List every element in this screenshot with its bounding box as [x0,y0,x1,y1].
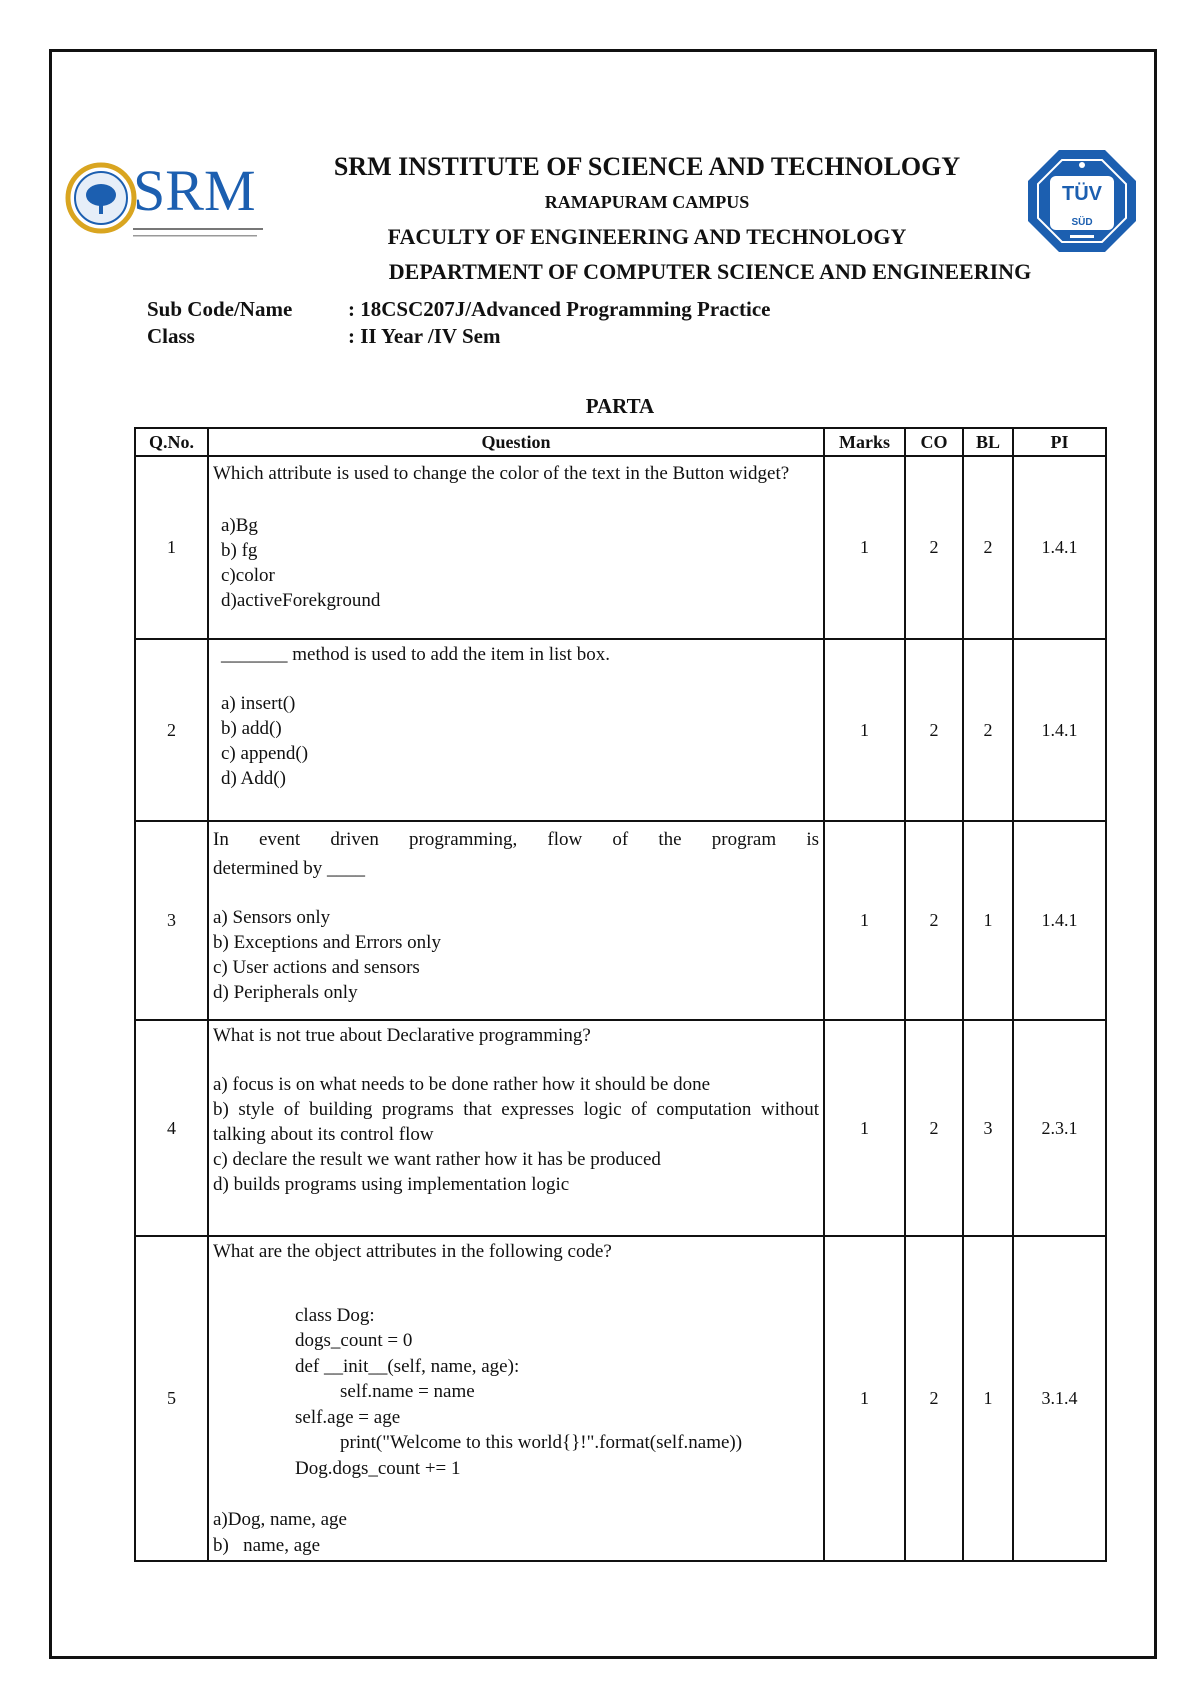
header-bl: BL [962,427,1014,457]
header-question: Question [207,427,825,457]
bl-cell: 1 [962,820,1014,1021]
code-line: self.name = name [340,1381,475,1402]
option: b) style of building programs that expre… [213,1099,819,1145]
qno-cell: 3 [134,820,209,1021]
table-header-row: Q.No. Question Marks CO BL PI [134,427,1107,457]
question-stem-cont: determined by ____ [213,858,365,879]
page-border [49,49,1157,1659]
svg-text:TÜV: TÜV [1062,182,1103,205]
campus-name: RAMAPURAM CAMPUS [544,192,750,212]
header-qno: Q.No. [134,427,209,457]
code-line: self.age = age [295,1406,401,1428]
option: a) Sensors only [213,907,331,928]
option: b) fg [221,540,258,561]
option: d) Add() [221,768,286,789]
faculty-name: FACULTY OF ENGINEERING AND TECHNOLOGY [387,224,907,249]
class-value: : II Year /IV Sem [348,324,501,348]
marks-cell: 1 [823,1235,906,1562]
option: a)Dog, name, age [213,1509,347,1530]
pi-cell: 1.4.1 [1012,455,1107,640]
option: d)activeForekground [221,590,381,611]
bl-cell: 2 [962,638,1014,822]
qno-cell: 4 [134,1019,209,1237]
sub-code-label: Sub Code/Name [147,297,293,321]
department-name: DEPARTMENT OF COMPUTER SCIENCE AND ENGIN… [388,259,1032,284]
co-cell: 2 [904,455,964,640]
question-cell: _______ method is used to add the item i… [207,638,825,822]
option: a) insert() [221,693,296,714]
option: c) declare the result we want rather how… [213,1149,661,1170]
question-stem: What are the object attributes in the fo… [213,1241,612,1262]
class-label: Class [147,324,195,348]
pi-cell: 3.1.4 [1012,1235,1107,1562]
option: b) name, age [213,1534,321,1556]
header-marks: Marks [823,427,906,457]
option: c)color [221,565,275,586]
marks-cell: 1 [823,638,906,822]
co-cell: 2 [904,820,964,1021]
option: a) focus is on what needs to be done rat… [213,1074,711,1095]
table-row: 2 _______ method is used to add the item… [134,638,1107,822]
qno-cell: 1 [134,455,209,640]
co-cell: 2 [904,1235,964,1562]
marks-cell: 1 [823,820,906,1021]
option: b) Exceptions and Errors only [213,932,441,953]
part-title: PARTA [585,394,655,418]
question-stem: In event driven programming, flow of the… [213,829,819,850]
bl-cell: 2 [962,455,1014,640]
code-line: class Dog: [295,1304,375,1326]
svg-text:SÜD: SÜD [1071,215,1092,228]
code-line: def __init__(self, name, age): [295,1355,520,1377]
option: c) User actions and sensors [213,957,420,978]
sub-code-value: : 18CSC207J/Advanced Programming Practic… [348,297,771,321]
qno-cell: 2 [134,638,209,822]
question-cell: What are the object attributes in the fo… [207,1235,825,1562]
option: b) add() [221,718,282,739]
code-line: Dog.dogs_count += 1 [295,1457,461,1479]
table-row: 4 What is not true about Declarative pro… [134,1019,1107,1237]
code-line: dogs_count = 0 [295,1330,413,1351]
bl-cell: 3 [962,1019,1014,1237]
question-stem: _______ method is used to add the item i… [221,644,610,665]
code-block: class Dog: dogs_count = 0 def __init__(s… [213,1303,819,1482]
marks-cell: 1 [823,1019,906,1237]
svg-text:SRM: SRM [133,160,256,223]
option: d) builds programs using implementation … [213,1174,570,1195]
co-cell: 2 [904,1019,964,1237]
option: a)Bg [221,515,258,536]
bl-cell: 1 [962,1235,1014,1562]
institute-name: SRM INSTITUTE OF SCIENCE AND TECHNOLOGY [333,152,961,181]
pi-cell: 2.3.1 [1012,1019,1107,1237]
marks-cell: 1 [823,455,906,640]
question-cell: Which attribute is used to change the co… [207,455,825,640]
question-cell: What is not true about Declarative progr… [207,1019,825,1237]
question-stem: What is not true about Declarative progr… [213,1025,591,1046]
code-line: print("Welcome to this world{}!".format(… [340,1432,743,1453]
question-stem: Which attribute is used to change the co… [213,463,790,484]
header-co: CO [904,427,964,457]
option: c) append() [221,743,309,764]
question-table: Q.No. Question Marks CO BL PI 1 Which at… [134,427,1107,1562]
table-row: 5 What are the object attributes in the … [134,1235,1107,1562]
table-row: 3 In event driven programming, flow of t… [134,820,1107,1021]
tuv-sud-logo: TÜV SÜD [1028,150,1136,252]
header-pi: PI [1012,427,1107,457]
qno-cell: 5 [134,1235,209,1562]
srm-logo: SRM [65,160,263,237]
question-cell: In event driven programming, flow of the… [207,820,825,1021]
pi-cell: 1.4.1 [1012,820,1107,1021]
option: d) Peripherals only [213,982,358,1003]
table-row: 1 Which attribute is used to change the … [134,455,1107,640]
pi-cell: 1.4.1 [1012,638,1107,822]
co-cell: 2 [904,638,964,822]
